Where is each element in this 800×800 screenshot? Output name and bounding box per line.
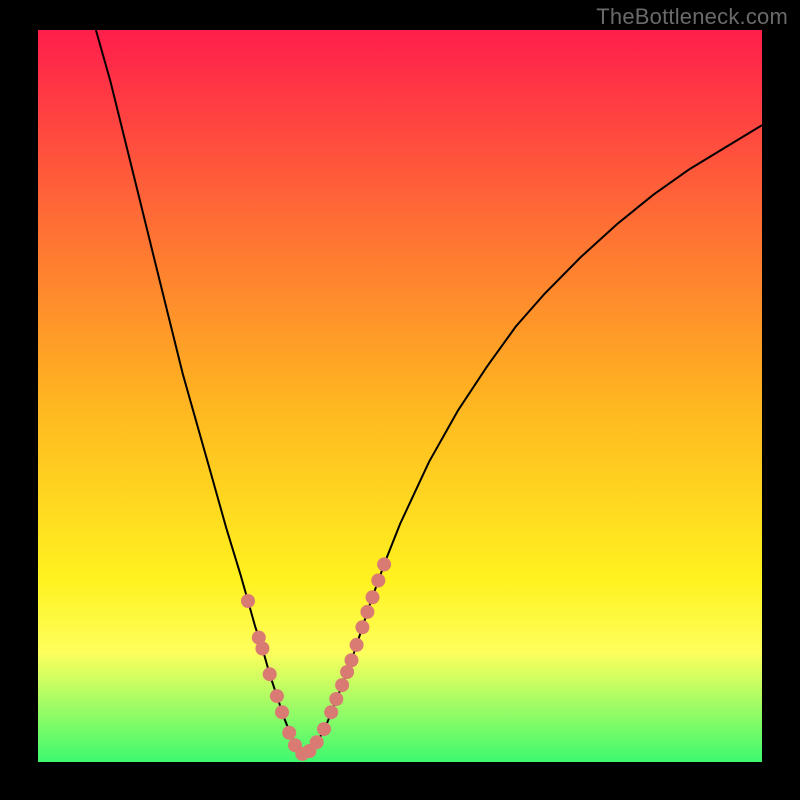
- watermark-label: TheBottleneck.com: [596, 4, 788, 30]
- chart-plot-area: [38, 30, 762, 762]
